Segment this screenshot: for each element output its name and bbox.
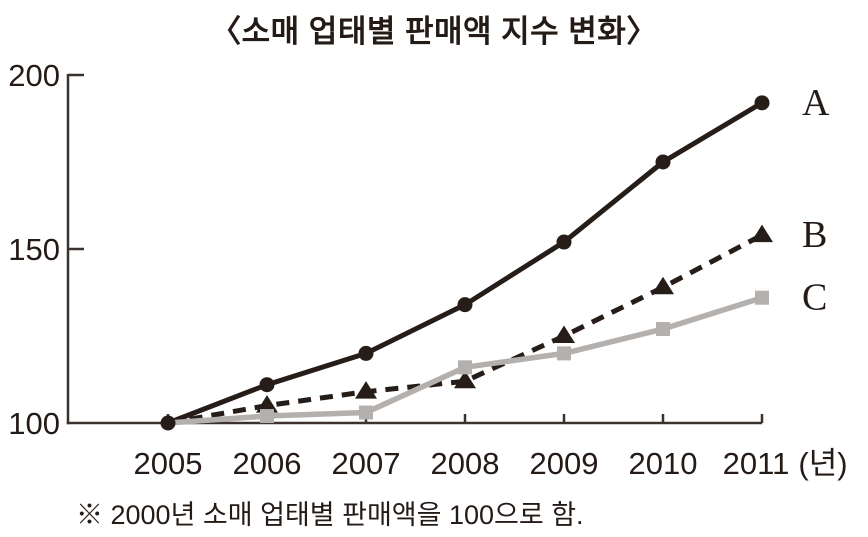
series-B-marker xyxy=(454,370,476,389)
series-B-label: B xyxy=(802,214,827,256)
chart-title: 〈소매 업태별 판매액 지수 변화〉 xyxy=(210,14,658,49)
series-A-marker xyxy=(457,297,473,313)
series-B-marker xyxy=(355,381,377,399)
x-tick-label: 2006 xyxy=(233,446,302,481)
series-C-marker xyxy=(656,322,670,337)
series-A-marker xyxy=(160,415,176,431)
x-tick-label: 2007 xyxy=(332,446,401,481)
x-axis-unit-label: (년) xyxy=(798,446,847,481)
x-tick-label: 2009 xyxy=(530,446,599,481)
y-tick-label: 100 xyxy=(8,406,60,441)
series-A-marker xyxy=(655,154,671,170)
series-A-marker xyxy=(358,345,374,361)
x-tick-label: 2005 xyxy=(134,446,203,481)
series-B-marker xyxy=(256,395,278,413)
y-tick-label: 150 xyxy=(8,232,60,267)
series-C-marker xyxy=(557,346,571,361)
series-B-line xyxy=(167,232,764,426)
series-B-marker xyxy=(553,325,575,343)
x-tick-label: 2011 xyxy=(723,446,790,481)
series-B-marker xyxy=(652,276,674,295)
series-C-label: C xyxy=(802,277,827,319)
series-C-marker xyxy=(359,405,373,420)
x-tick-label: 2010 xyxy=(629,446,698,481)
series-A-marker xyxy=(259,377,275,393)
series-C-marker xyxy=(458,360,472,375)
series-B-marker xyxy=(751,224,773,243)
series-A-marker xyxy=(556,234,572,250)
series-A-label: A xyxy=(802,82,830,124)
series-C-marker xyxy=(260,409,274,424)
chart-footnote: ※ 2000년 소매 업태별 판매액을 100으로 함. xyxy=(76,500,584,530)
series-A-marker xyxy=(754,95,770,111)
series-C-marker xyxy=(755,290,769,305)
x-tick-label: 2008 xyxy=(431,446,500,481)
y-tick-label: 200 xyxy=(8,58,60,93)
